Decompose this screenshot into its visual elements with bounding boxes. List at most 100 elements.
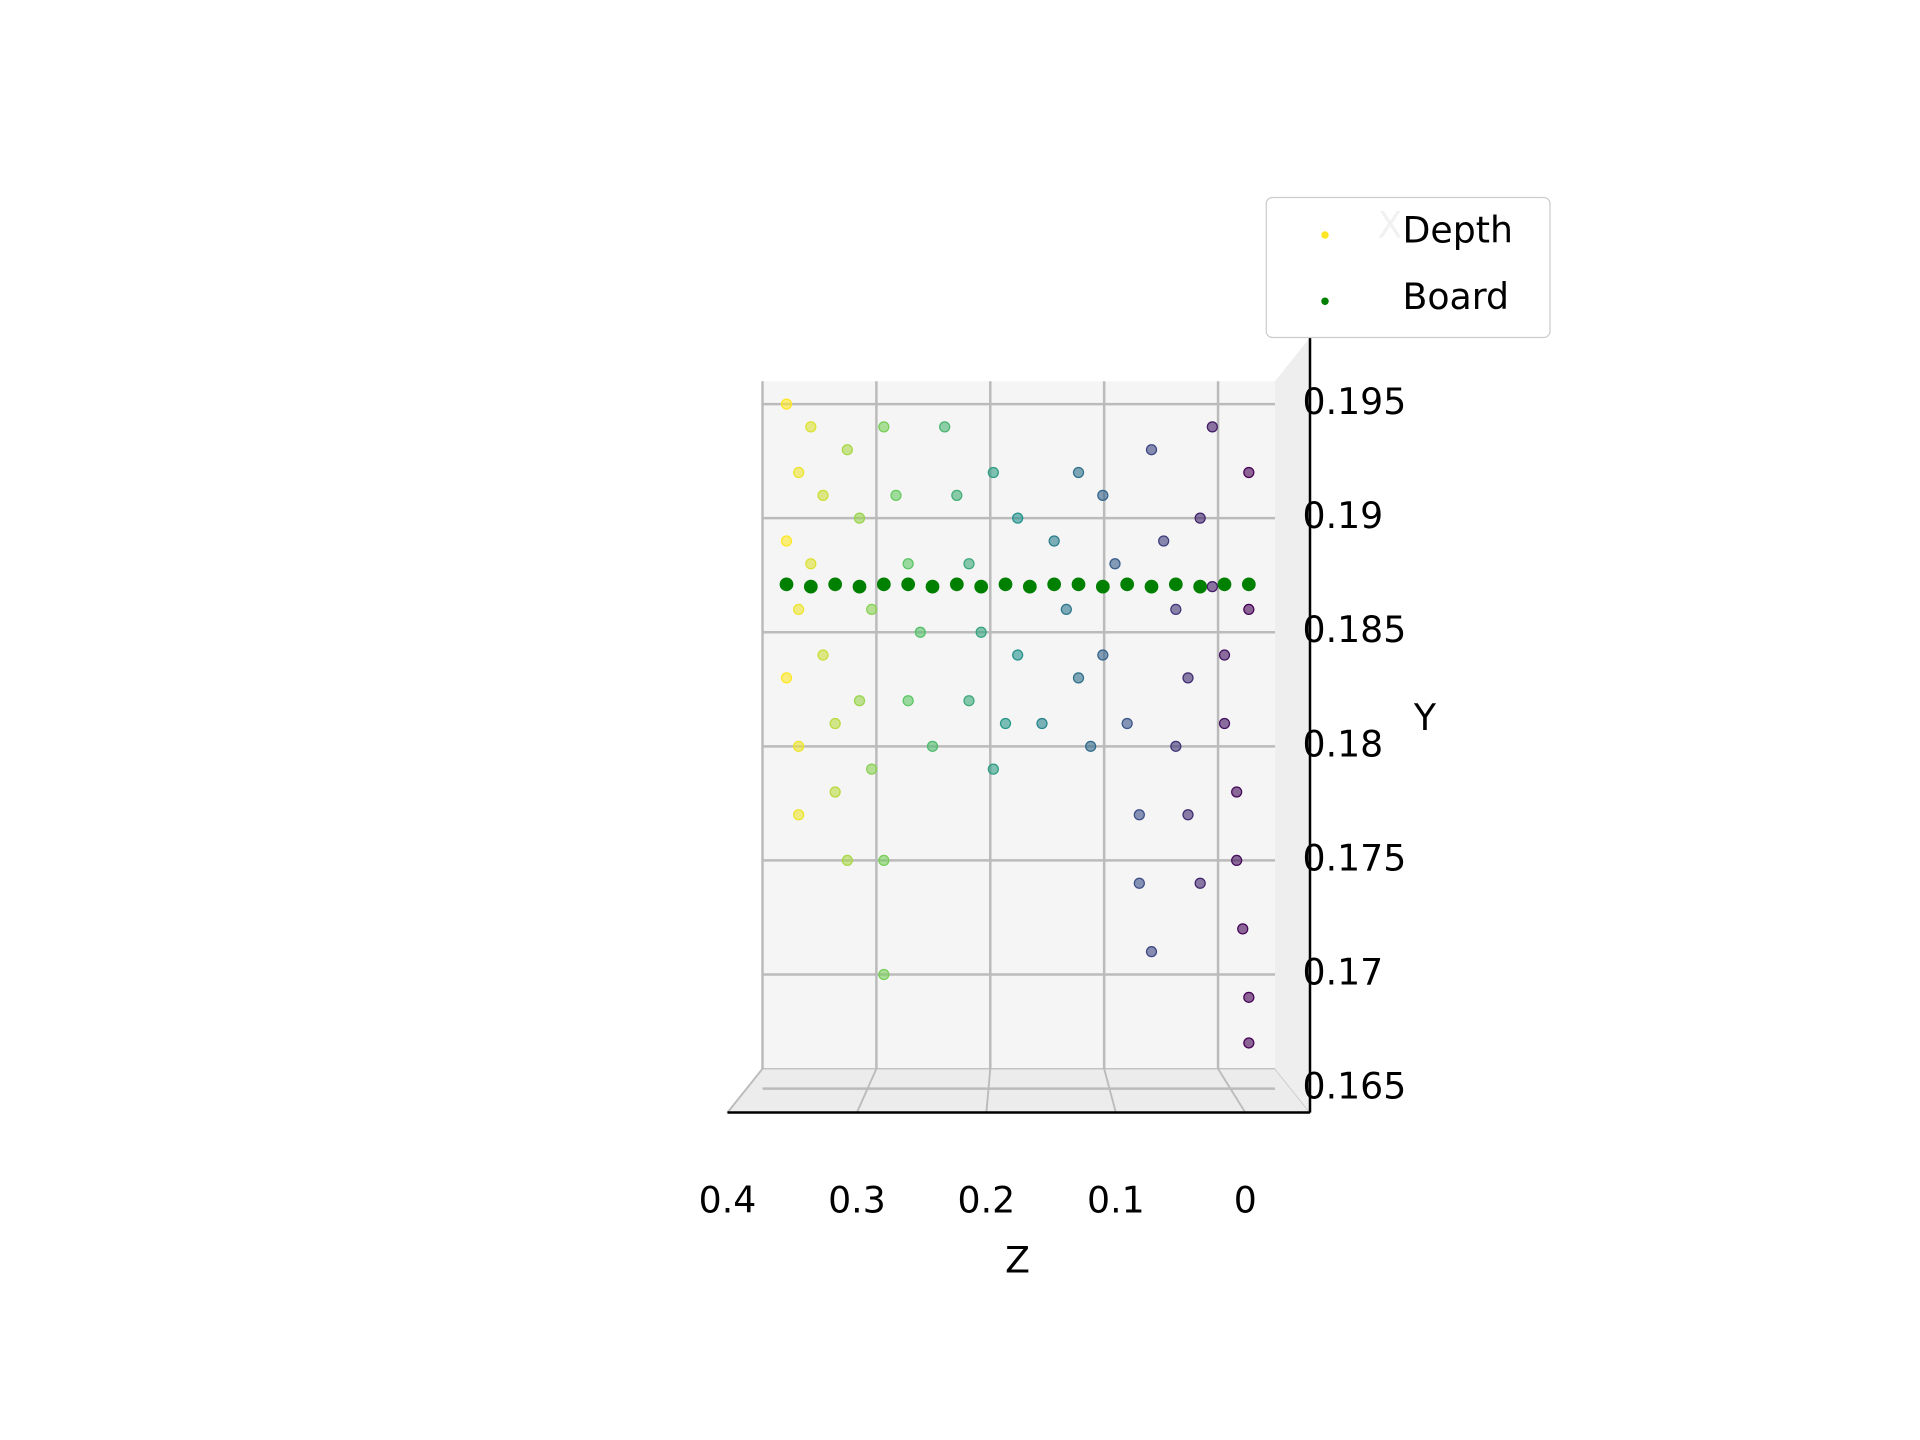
point [1194,512,1206,524]
point [1072,672,1085,684]
point [949,577,964,592]
point [987,466,999,479]
point [853,512,866,524]
point [914,626,926,638]
point [925,579,940,594]
legend-label: Board [1403,275,1510,318]
point [974,579,989,594]
point [841,444,853,456]
point [1022,579,1037,594]
point [1243,603,1255,616]
point [1237,923,1249,935]
point [793,466,805,479]
point [1241,577,1256,592]
points [779,398,1256,1049]
floor-grid-line [985,1068,992,1113]
x-label: Z [1005,1239,1030,1282]
point [1194,877,1206,889]
point [1072,466,1085,479]
point [1071,577,1086,592]
point [1097,489,1109,501]
point [987,763,999,775]
side-pane [1275,337,1310,1113]
legend-marker [1321,297,1329,305]
point [1047,577,1062,592]
point [1243,466,1255,479]
point [829,717,841,730]
point [779,577,794,592]
point [1206,580,1218,593]
point [926,740,939,752]
x-tick-label: 0.1 [1087,1179,1145,1222]
point [1182,809,1194,821]
point [901,577,916,592]
y-tick-label: 0.165 [1303,1065,1407,1108]
y-tick-label: 0.185 [1303,608,1407,651]
point [963,558,975,570]
point [793,809,805,821]
point [1231,786,1243,798]
point [1036,717,1048,730]
point [1120,577,1135,592]
point [1133,877,1145,889]
point [902,695,914,707]
point [866,603,878,616]
point [829,786,841,798]
legend-marker [1321,231,1329,239]
point [780,398,793,410]
point [803,579,818,594]
point [890,489,902,501]
y-tick-label: 0.195 [1303,380,1407,423]
point [841,854,853,867]
point [878,854,890,867]
point [963,695,975,707]
point [1097,649,1109,661]
point [1109,558,1121,570]
point [939,421,951,433]
back-pane [762,381,1275,1069]
point [1243,1037,1255,1049]
y-tick-label: 0.175 [1303,836,1407,879]
legend-box [1265,196,1551,339]
point [902,558,914,570]
point [878,421,890,433]
y-tick-label: 0.18 [1303,722,1384,765]
point [828,577,843,592]
point [1170,740,1182,752]
floor-grid-line [856,1068,878,1113]
y-tick-label: 0.19 [1303,494,1384,537]
y-label: Y [1413,696,1437,739]
point [1217,577,1232,592]
point [805,421,817,433]
point [1218,649,1231,661]
point [1121,717,1133,730]
point [1182,672,1194,684]
point [1193,579,1208,594]
point [1168,577,1183,592]
point [780,672,793,684]
point [866,763,878,775]
point [975,626,987,638]
point [876,577,891,592]
point [852,579,867,594]
point [1145,946,1158,958]
floor-grid-line [1103,1068,1117,1113]
point [1085,740,1097,752]
point [1012,512,1024,524]
point [853,695,866,707]
x-tick-label: 0.4 [699,1179,757,1222]
point [817,649,829,661]
legend-label: Depth [1403,209,1513,252]
point [1133,809,1145,821]
point [1145,444,1158,456]
x-tick-label: 0.3 [828,1179,886,1222]
point [1012,649,1024,661]
floor-grid-line [1217,1068,1247,1113]
point [1095,579,1110,594]
point [1206,421,1218,433]
point [998,577,1013,592]
point [1144,579,1159,594]
point [1243,991,1255,1003]
x-tick-label: 0 [1234,1179,1257,1222]
